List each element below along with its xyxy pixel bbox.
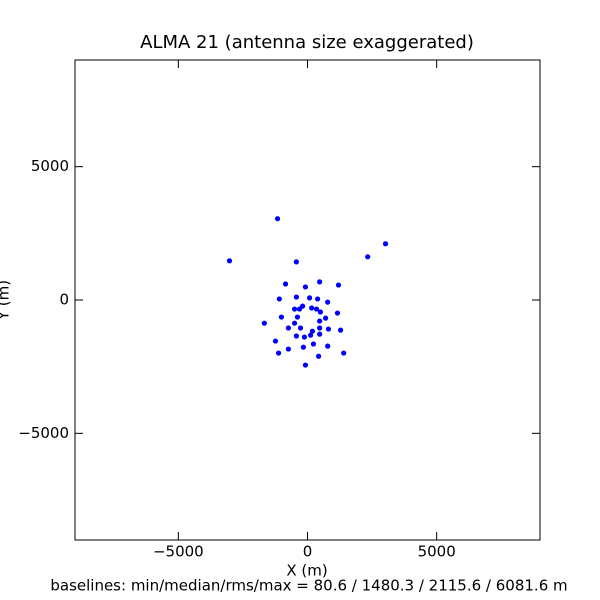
antenna-point <box>313 306 320 312</box>
antenna-point <box>314 296 321 302</box>
antenna-point <box>325 299 331 305</box>
antenna-point <box>274 216 281 222</box>
antenna-point <box>300 344 306 350</box>
antenna-point <box>275 350 282 356</box>
antenna-point <box>310 341 317 347</box>
antenna-point <box>309 305 315 311</box>
antenna-point <box>308 332 314 338</box>
x-tick-label: 0 <box>303 543 313 561</box>
antenna-point <box>306 295 313 301</box>
antenna-point <box>293 294 299 300</box>
x-axis-label: X (m) <box>286 562 327 580</box>
antenna-point <box>294 314 301 320</box>
antenna-point <box>335 282 342 288</box>
antenna-point <box>317 279 323 285</box>
x-tick-label: −5000 <box>153 543 204 561</box>
antenna-point <box>317 331 323 337</box>
antenna-point <box>316 353 322 359</box>
antenna-point <box>272 338 279 344</box>
antenna-point <box>334 310 341 316</box>
antenna-point <box>278 314 285 320</box>
antenna-point <box>293 333 299 339</box>
antenna-point <box>322 315 329 321</box>
antenna-point <box>337 327 344 333</box>
antenna-point <box>282 281 289 287</box>
antenna-point <box>301 334 307 340</box>
antenna-point <box>285 346 291 352</box>
antenna-point <box>317 318 323 324</box>
antenna-point <box>291 306 298 312</box>
footer-note: baselines: min/median/rms/max = 80.6 / 1… <box>50 577 567 595</box>
antenna-point <box>261 320 267 326</box>
antenna-point <box>297 325 304 331</box>
antenna-point <box>382 241 389 247</box>
antenna-point <box>226 258 233 264</box>
antenna-point <box>291 320 298 326</box>
antenna-point <box>276 296 282 302</box>
antenna-point <box>317 309 324 315</box>
antenna-point <box>325 343 331 349</box>
y-axis-label: Y (m) <box>0 280 13 321</box>
antenna-point <box>293 259 299 265</box>
antenna-point <box>302 284 309 290</box>
antenna-point <box>317 325 323 331</box>
antenna-point <box>309 328 316 334</box>
antenna-point <box>296 306 303 312</box>
chart-title: ALMA 21 (antenna size exaggerated) <box>140 32 474 53</box>
y-tick-label: 0 <box>59 291 69 309</box>
antenna-point <box>302 362 309 368</box>
y-tick-label: −5000 <box>18 424 69 442</box>
antenna-point <box>325 326 332 332</box>
antenna-point <box>365 254 371 260</box>
y-tick-label: 5000 <box>31 157 69 175</box>
antenna-point <box>341 350 347 356</box>
antenna-point <box>285 325 291 331</box>
x-tick-label: 5000 <box>418 543 456 561</box>
